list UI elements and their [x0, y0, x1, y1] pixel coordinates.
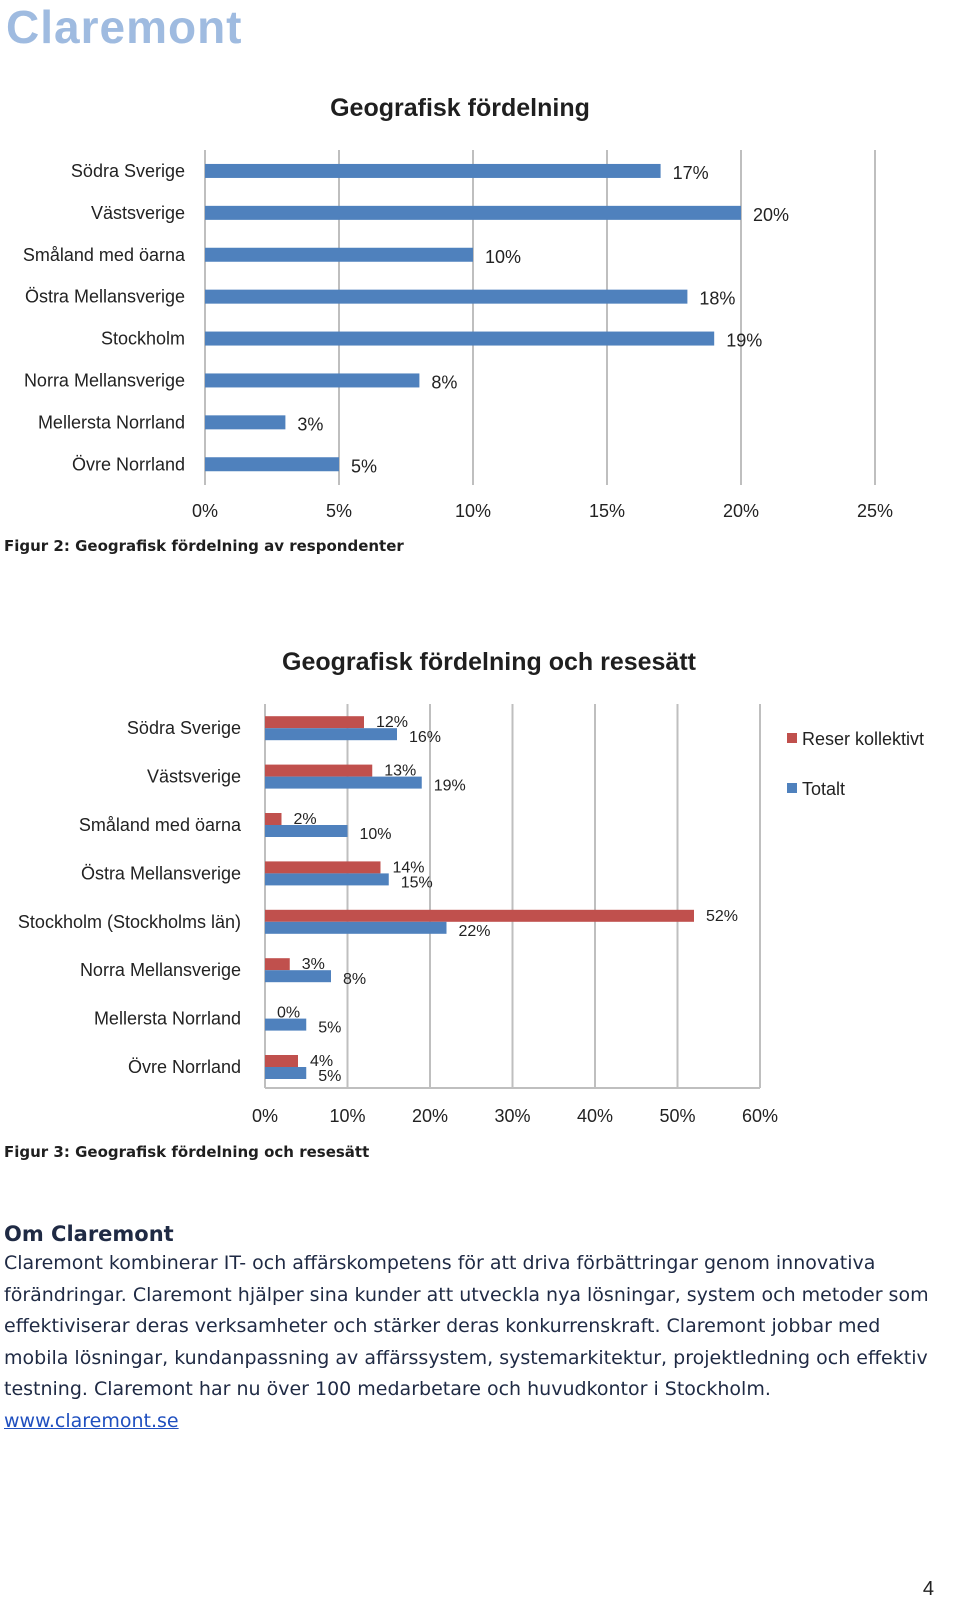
data-label: 14% — [393, 859, 425, 876]
bar — [265, 861, 381, 874]
x-tick-label: 15% — [589, 501, 625, 521]
x-tick-label: 40% — [577, 1106, 613, 1126]
category-label: Mellersta Norrland — [38, 412, 185, 432]
bar — [265, 728, 397, 741]
x-tick-label: 25% — [857, 501, 893, 521]
data-label: 4% — [310, 1053, 333, 1070]
bar — [265, 1018, 307, 1031]
category-label: Övre Norrland — [128, 1057, 241, 1077]
data-label: 10% — [360, 826, 392, 843]
category-label: Mellersta Norrland — [94, 1009, 241, 1029]
data-label: 5% — [318, 1068, 341, 1085]
data-label: 0% — [277, 1005, 300, 1022]
data-label: 17% — [673, 163, 709, 183]
legend-swatch — [787, 783, 797, 793]
bar — [205, 457, 339, 472]
about-section: Om Claremont Claremont kombinerar IT- oc… — [4, 1222, 949, 1437]
x-tick-label: 20% — [723, 501, 759, 521]
chart-title: Geografisk fördelning och resesätt — [282, 648, 697, 676]
category-label: Västsverige — [91, 203, 185, 223]
data-label: 16% — [409, 729, 441, 746]
data-label: 12% — [376, 714, 408, 731]
category-label: Övre Norrland — [72, 454, 185, 474]
category-label: Östra Mellansverige — [25, 287, 185, 307]
x-tick-label: 20% — [412, 1106, 448, 1126]
data-label: 3% — [302, 956, 325, 973]
bar — [265, 921, 447, 934]
bar — [205, 415, 286, 430]
category-label: Västsverige — [147, 767, 241, 787]
data-label: 3% — [297, 414, 323, 434]
bar — [205, 163, 661, 178]
bar — [265, 873, 389, 886]
data-label: 5% — [318, 1020, 341, 1037]
figure-3-caption: Figur 3: Geografisk fördelning och reses… — [4, 1143, 370, 1161]
data-label: 19% — [726, 331, 762, 351]
bar — [205, 289, 688, 304]
legend-swatch — [787, 733, 797, 743]
x-tick-label: 10% — [329, 1106, 365, 1126]
bar — [265, 909, 694, 922]
data-label: 52% — [706, 908, 738, 925]
category-label: Småland med öarna — [79, 815, 242, 835]
category-label: Stockholm (Stockholms län) — [18, 912, 241, 932]
bar — [265, 1055, 298, 1067]
category-label: Norra Mellansverige — [24, 370, 185, 390]
x-tick-label: 5% — [326, 501, 352, 521]
category-label: Småland med öarna — [23, 245, 186, 265]
bar — [265, 764, 373, 777]
bar — [265, 813, 282, 825]
figure-2-caption: Figur 2: Geografisk fördelning av respon… — [4, 537, 404, 555]
legend-label: Totalt — [802, 779, 845, 799]
data-label: 2% — [294, 811, 317, 828]
geographic-distribution-chart: Geografisk fördelning Södra Sverige Västs… — [23, 94, 893, 521]
data-label: 8% — [431, 372, 457, 392]
bar — [265, 1067, 307, 1079]
about-body: Claremont kombinerar IT- och affärskompe… — [4, 1252, 929, 1400]
category-label: Stockholm — [101, 329, 185, 349]
x-tick-label: 50% — [659, 1106, 695, 1126]
legend-label: Reser kollektivt — [802, 729, 924, 749]
chart-title: Geografisk fördelning — [330, 94, 590, 122]
x-tick-label: 0% — [252, 1106, 278, 1126]
category-label: Södra Sverige — [127, 718, 241, 738]
data-label: 22% — [459, 923, 491, 940]
bar — [265, 970, 331, 983]
website-link[interactable]: www.claremont.se — [4, 1409, 179, 1432]
bar — [265, 958, 290, 971]
bar — [205, 205, 741, 220]
bar — [205, 247, 473, 262]
about-heading: Om Claremont — [4, 1222, 174, 1246]
data-label: 20% — [753, 205, 789, 225]
x-tick-label: 0% — [192, 501, 218, 521]
data-label: 19% — [434, 778, 466, 795]
bar — [265, 716, 364, 729]
data-label: 5% — [351, 456, 377, 476]
about-text: Claremont kombinerar IT- och affärskompe… — [4, 1248, 949, 1437]
data-label: 15% — [401, 874, 433, 891]
page-number: 4 — [922, 1578, 934, 1600]
x-tick-label: 60% — [742, 1106, 778, 1126]
x-tick-label: 30% — [494, 1106, 530, 1126]
x-tick-label: 10% — [455, 501, 491, 521]
category-label: Östra Mellansverige — [81, 863, 241, 883]
bar — [265, 825, 348, 837]
bar — [265, 776, 422, 789]
geographic-travel-chart: Geografisk fördelning och resesätt Södra… — [18, 648, 924, 1126]
category-label: Södra Sverige — [71, 161, 185, 181]
data-label: 8% — [343, 971, 366, 988]
data-label: 18% — [699, 289, 735, 309]
bar — [205, 331, 715, 346]
bar — [205, 373, 420, 388]
data-label: 10% — [485, 247, 521, 267]
category-label: Norra Mellansverige — [80, 960, 241, 980]
claremont-logo: Claremont — [6, 1, 243, 53]
data-label: 13% — [384, 763, 416, 780]
